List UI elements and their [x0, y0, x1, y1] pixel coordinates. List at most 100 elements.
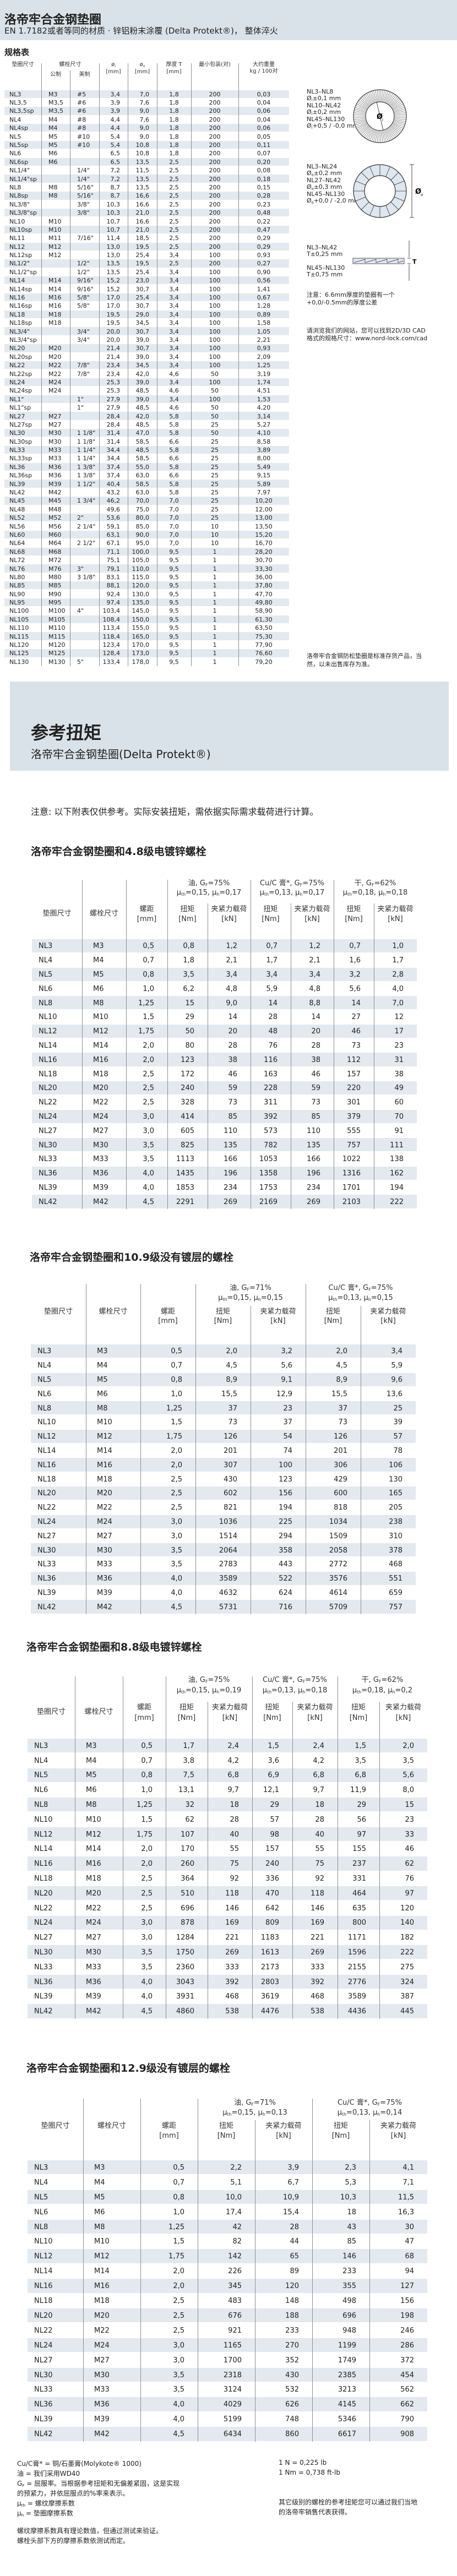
table-cell: 269	[225, 1948, 239, 1957]
header-clamp-unit: [kN]	[388, 915, 403, 923]
table-cell: 6,6	[169, 455, 179, 462]
table-cell: NL1/4"	[9, 167, 30, 175]
table-cell: 9,5	[169, 565, 179, 573]
table-cell: 13,5	[135, 183, 150, 191]
table-cell: 169	[225, 1919, 239, 1927]
table-cell: NL45	[9, 497, 25, 505]
table-cell: 1053	[259, 1155, 278, 1164]
table-cell: M14	[48, 285, 62, 293]
table-cell: 1316	[342, 1169, 361, 1178]
table-cell: 0,29	[257, 243, 271, 250]
header-washer: 垫圈尺寸	[42, 910, 72, 918]
table-cell: 757	[347, 1141, 361, 1150]
table-cell: 9,5	[169, 557, 179, 564]
table-row: NL5sp M5 #10 5,4 10,8 1,8 200 0,11	[0, 141, 292, 149]
torque-table-title: 洛帝牢合金钢垫圈和4.8级电镀锌螺栓	[31, 846, 206, 858]
table-row: NL30sp M30 1 1/8" 31,4 58,5 6,6 25 8,58	[0, 437, 292, 445]
table-cell: 74	[283, 1446, 292, 1455]
column-divider	[252, 1676, 253, 2019]
table-cell: 5,9	[266, 984, 278, 993]
table-cell: NL24	[37, 1517, 56, 1526]
table-cell: 25,3	[106, 378, 121, 386]
table-cell: 21,0	[135, 226, 150, 233]
table-cell: 9,5	[169, 624, 179, 632]
table-row: NL12 M12 1,75 50 20 48 20 46 17	[0, 1025, 457, 1039]
header-pitch: 螺距	[161, 2122, 176, 2130]
table-cell: 5,4	[110, 141, 121, 149]
table-cell: #5	[77, 90, 86, 98]
table-cell: 0,5	[173, 2163, 184, 2172]
table-cell: 97,4	[106, 599, 121, 607]
table-cell: 16,6	[135, 192, 150, 200]
tolerance-value: Øo±0,3 mm	[307, 183, 342, 191]
table-cell: 1,75	[168, 2252, 184, 2261]
table-cell: 16,6	[135, 217, 150, 225]
table-row: NL10 M10 1,5 73 37 73 39	[0, 1415, 457, 1430]
table-cell: M42	[97, 1603, 112, 1611]
table-cell: 328	[181, 1098, 194, 1107]
table-cell: 562	[400, 2386, 414, 2394]
table-cell: 790	[400, 2415, 414, 2424]
table-row: NL39 M39 4,0 3931 468 3619 468 3589 387	[0, 1990, 457, 2005]
table-cell: 97	[405, 1889, 414, 1898]
header-torque-unit: [Nm]	[217, 2132, 236, 2140]
header-metric: 公制	[50, 72, 61, 78]
table-cell: 8,7	[110, 192, 121, 200]
table-cell: NL33	[37, 1560, 56, 1569]
table-cell: 4,5	[336, 1361, 347, 1370]
table-cell: 0,8	[171, 1375, 182, 1384]
table-row-stripe	[28, 2367, 427, 2382]
table-cell: M39	[48, 480, 62, 488]
column-divider	[83, 2099, 84, 2442]
tolerance-range: NL10–NL42	[307, 102, 341, 109]
table-row-stripe	[4, 378, 289, 386]
table-row-stripe	[31, 1486, 416, 1500]
table-cell: 286	[400, 2341, 414, 2350]
table-cell: M14	[94, 2267, 110, 2276]
table-cell: 8,58	[257, 438, 271, 445]
table-cell: NL18	[39, 1070, 57, 1079]
table-cell: NL10	[34, 1815, 53, 1824]
table-cell: 46,2	[106, 497, 121, 505]
table-cell: NL14	[34, 1845, 53, 1854]
table-cell: 42	[232, 2223, 242, 2231]
table-cell: 624	[279, 1588, 292, 1597]
table-cell: M6	[94, 2208, 105, 2216]
table-cell: 200	[209, 90, 221, 98]
table-cell: NL16	[37, 1461, 56, 1469]
table-cell: 200	[209, 243, 221, 250]
table-cell: 5,8	[169, 421, 179, 428]
table-row: NL5 M5 0,8 10,0 10,9 10,3 11,5	[0, 2190, 457, 2205]
table-cell: M8	[94, 2223, 105, 2231]
table-row: NL39 M39 4,0 4632 624 4614 659	[0, 1586, 457, 1600]
table-cell: 63,0	[135, 472, 150, 480]
header-clamp-unit: [kN]	[390, 2132, 406, 2140]
table-cell: 46	[351, 1027, 361, 1036]
table-cell: 1,5	[173, 2237, 184, 2246]
table-cell: 19,5	[135, 260, 150, 268]
table-row: NL4 M4 0,7 5,1 6,7 5,3 7,1	[0, 2175, 457, 2190]
table-row: NL18 M18 19,5 29,0 3,4 100 0,89	[0, 311, 292, 319]
table-cell: 1,7	[392, 956, 404, 965]
table-cell: NL6sp	[9, 158, 29, 166]
table-cell: 4,5	[226, 1361, 237, 1370]
table-cell: 25,4	[135, 294, 150, 302]
table-cell: 445	[400, 2007, 414, 2016]
table-cell: 25	[211, 497, 219, 505]
header-clamp-load: 夹紧力载荷	[211, 905, 247, 913]
table-cell: M6	[48, 158, 58, 166]
table-cell: 48,5	[135, 387, 150, 395]
table-cell: 9,5	[169, 658, 179, 666]
table-cell: 157	[265, 1845, 279, 1854]
table-cell: 200	[209, 235, 221, 242]
table-cell: M5	[48, 133, 58, 140]
table-row-stripe	[4, 581, 289, 590]
table-cell: 100	[209, 252, 221, 259]
table-cell: 90,0	[135, 531, 150, 538]
table-cell: 3,4	[309, 970, 320, 979]
table-cell: 33,30	[255, 565, 273, 573]
table-cell: 49,6	[106, 505, 121, 513]
table-cell: M14	[93, 1041, 108, 1050]
table-cell: 100	[209, 328, 221, 335]
table-row: NL24 M24 3,0 1036 225 1034 238	[0, 1515, 457, 1529]
